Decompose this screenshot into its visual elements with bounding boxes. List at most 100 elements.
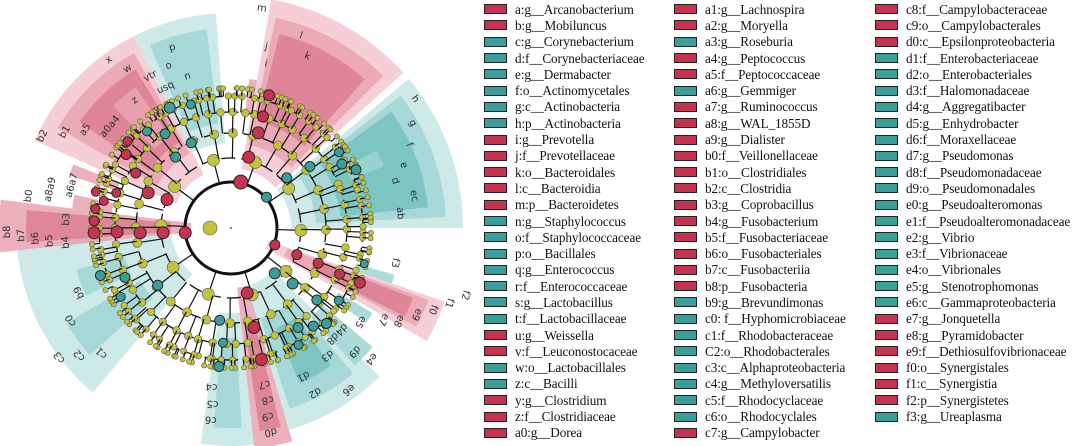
legend-item: c9:o__Campylobacterales [875,17,1070,33]
legend-swatch-red [674,167,697,178]
legend-swatch-red [674,248,697,259]
enriched-node-red [353,276,366,289]
taxon-node [116,310,123,317]
taxon-node [288,125,297,134]
taxon-node [193,335,203,344]
taxon-node [96,177,103,184]
legend-item: l:c__Bacteroidia [484,180,645,196]
legend-item: b0:f__Veillonellaceae [674,148,846,164]
taxon-node [309,268,320,278]
enriched-node-red [240,286,254,300]
taxon-node [275,356,282,363]
clade-label: f3 [388,257,401,269]
legend-swatch-red [674,53,697,64]
legend-label: d1:f__Enterobacteriaceae [906,50,1039,66]
clade-label: p [168,42,177,54]
taxon-node [147,339,153,346]
enriched-node-red [141,186,155,200]
clade-label: l [298,30,304,41]
enriched-node-red [87,226,101,240]
legend-item: b6:o__Fusobacteriales [674,245,846,261]
legend-label: q:g__Enterococcus [515,262,615,278]
legend-item: e3:f__Vibrionaceae [875,245,1070,261]
legend-label: a5:f__Peptococcaceae [705,66,821,82]
legend-label: z:f__Clostridiaceae [515,409,616,425]
clade-label: e [397,160,409,170]
taxon-node [360,179,367,186]
legend-item: f1:c__Synergistia [875,376,1070,392]
legend-label: b:g__Mobiluncus [515,17,607,33]
taxon-node [288,98,294,105]
clade-label: f2 [458,289,471,302]
taxon-node [310,111,317,118]
taxon-node [197,88,204,95]
legend-swatch-teal [875,216,898,226]
taxon-node [273,140,283,151]
taxon-node [302,311,311,321]
taxon-node [350,156,357,163]
legend-label: a8:g__WAL_1855D [705,115,811,131]
legend-item: C2:o__Rhodobacterales [674,343,846,359]
legend-item: g:c__Actinobacteria [484,99,645,115]
clade-label: b9 [72,284,87,300]
taxon-node [234,85,241,92]
taxon-node [113,200,122,209]
legend-item: a1:g__Lachnospira [674,1,846,17]
clade-label: m [256,3,267,15]
legend-swatch-teal [484,216,507,226]
taxon-node [341,243,350,252]
legend-item: f2:p__Synergistetes [875,392,1070,408]
clade-label: f1 [442,297,456,310]
taxon-node [224,92,232,100]
enriched-node-teal [185,99,196,110]
taxon-node [362,187,369,194]
legend-item: j:f__Prevotellaceae [484,148,645,164]
legend-swatch-teal [875,281,898,292]
taxon-node [142,143,152,153]
legend-swatch-teal [484,85,507,96]
taxon-node [319,204,329,214]
legend-swatch-teal [484,53,507,64]
taxon-node [300,134,309,143]
legend-swatch-teal [484,248,507,259]
taxon-node [368,230,374,236]
legend-item: h:p__Actinobacteria [484,115,645,131]
legend-item: a3:g__Roseburia [674,34,846,50]
legend-swatch-red [674,183,697,194]
legend-label: a0:g__Dorea [515,425,583,441]
legend-item: b3:g__Coprobacillus [674,197,846,213]
legend-label: c6:o__Rhodocyclales [705,409,817,425]
legend-label: e1:f__Pseudoalteromonadaceae [906,213,1071,229]
taxon-node [364,194,371,201]
legend-label: b0:f__Veillonellaceae [705,148,818,164]
clade-label: f [403,141,415,149]
enriched-node-red [120,149,132,161]
legend-label: d0:c__Epsilonproteobacteria [906,34,1055,50]
legend-swatch-teal [674,85,697,96]
legend-label: e0:g__Pseudoalteromonas [906,197,1043,213]
legend-swatch-teal [484,264,507,275]
legend-item: c4:g__Methyloversatilis [674,376,846,392]
legend-swatch-teal [674,313,697,324]
legend-item: d2:o__Enterobacteriales [875,66,1070,82]
legend-item: a2:g__Moryella [674,17,846,33]
clade-label: b5 [44,234,56,247]
taxon-node [182,92,189,99]
legend-item: c5:f__Rhodocyclaceae [674,392,846,408]
legend-swatch-teal [875,167,898,178]
enriched-node-teal [359,259,369,269]
taxon-node [320,330,327,337]
enriched-node-red [269,239,281,251]
clade-label: j [263,41,269,53]
taxon-node [112,240,121,249]
legend-label: b8:p__Fusobacteria [705,278,808,294]
legend-item: a5:f__Peptococcaceae [674,66,846,82]
enriched-node-teal [214,314,226,326]
legend-item: v:f__Leuconostocaceae [484,343,645,359]
legend-item: b9:g__Brevundimonas [674,294,846,310]
enriched-node-teal [159,128,171,140]
taxon-node [97,246,105,254]
legend-swatch-teal [484,362,507,373]
legend-swatch-red [674,216,697,226]
legend-swatch-red [484,167,507,178]
